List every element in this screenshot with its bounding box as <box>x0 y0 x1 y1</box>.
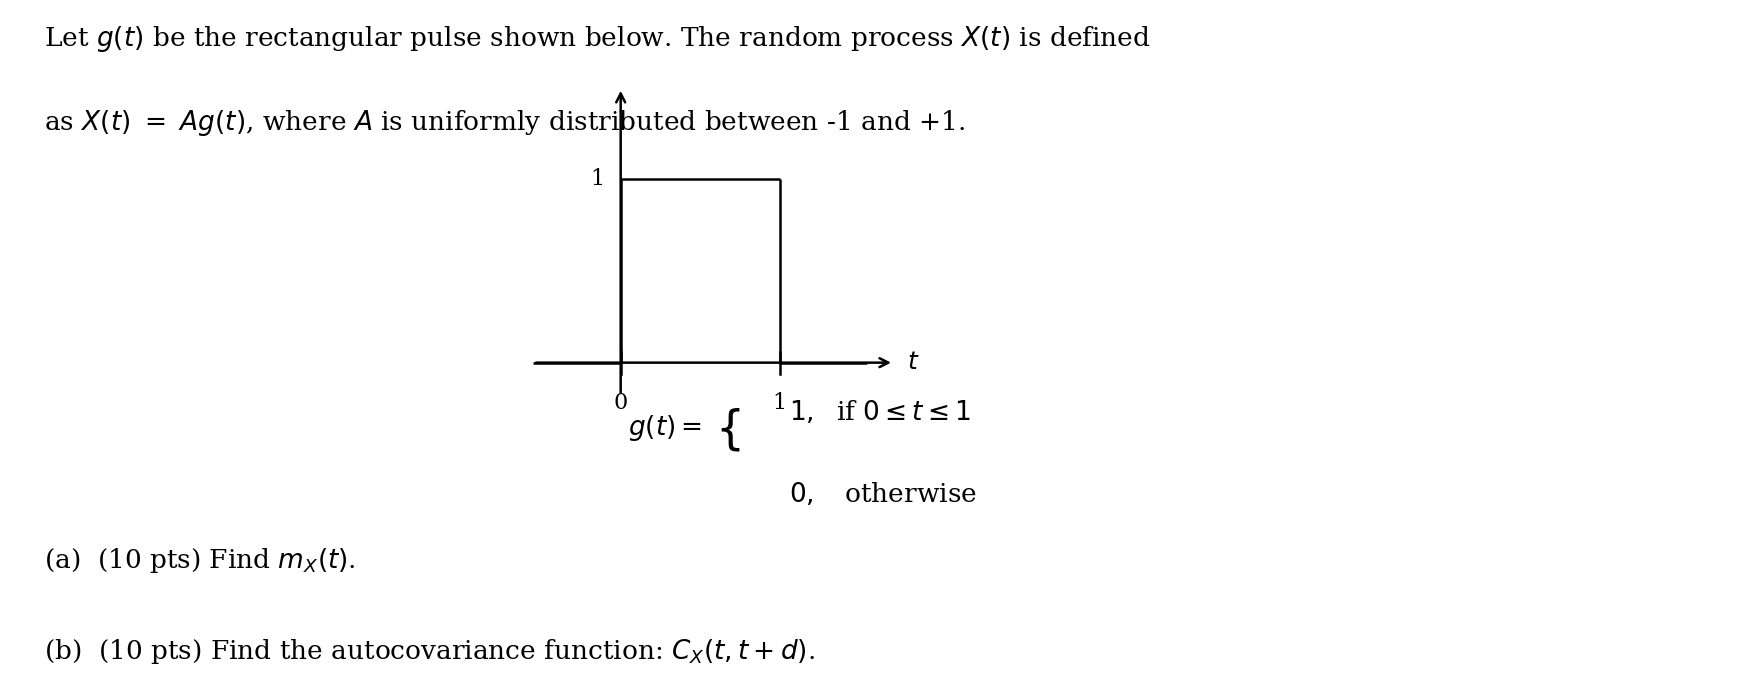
Text: $t$: $t$ <box>907 351 919 374</box>
Text: $0,$   otherwise: $0,$ otherwise <box>789 480 977 507</box>
Text: $g(t) =$: $g(t) =$ <box>628 413 702 443</box>
Text: (b)  (10 pts) Find the autocovariance function: $C_X(t, t + d)$.: (b) (10 pts) Find the autocovariance fun… <box>44 637 816 666</box>
Text: 1: 1 <box>772 392 786 414</box>
Text: 0: 0 <box>614 392 628 414</box>
Text: (a)  (10 pts) Find $m_X(t)$.: (a) (10 pts) Find $m_X(t)$. <box>44 546 356 576</box>
Text: $\{$: $\{$ <box>716 407 740 454</box>
Text: $1,$  if $0 \leq t \leq 1$: $1,$ if $0 \leq t \leq 1$ <box>789 398 972 425</box>
Text: 1: 1 <box>591 168 605 191</box>
Text: as $X(t)$ $=$ $Ag(t)$, where $A$ is uniformly distributed between -1 and +1.: as $X(t)$ $=$ $Ag(t)$, where $A$ is unif… <box>44 108 965 138</box>
Text: Let $g(t)$ be the rectangular pulse shown below. The random process $X(t)$ is de: Let $g(t)$ be the rectangular pulse show… <box>44 24 1151 54</box>
